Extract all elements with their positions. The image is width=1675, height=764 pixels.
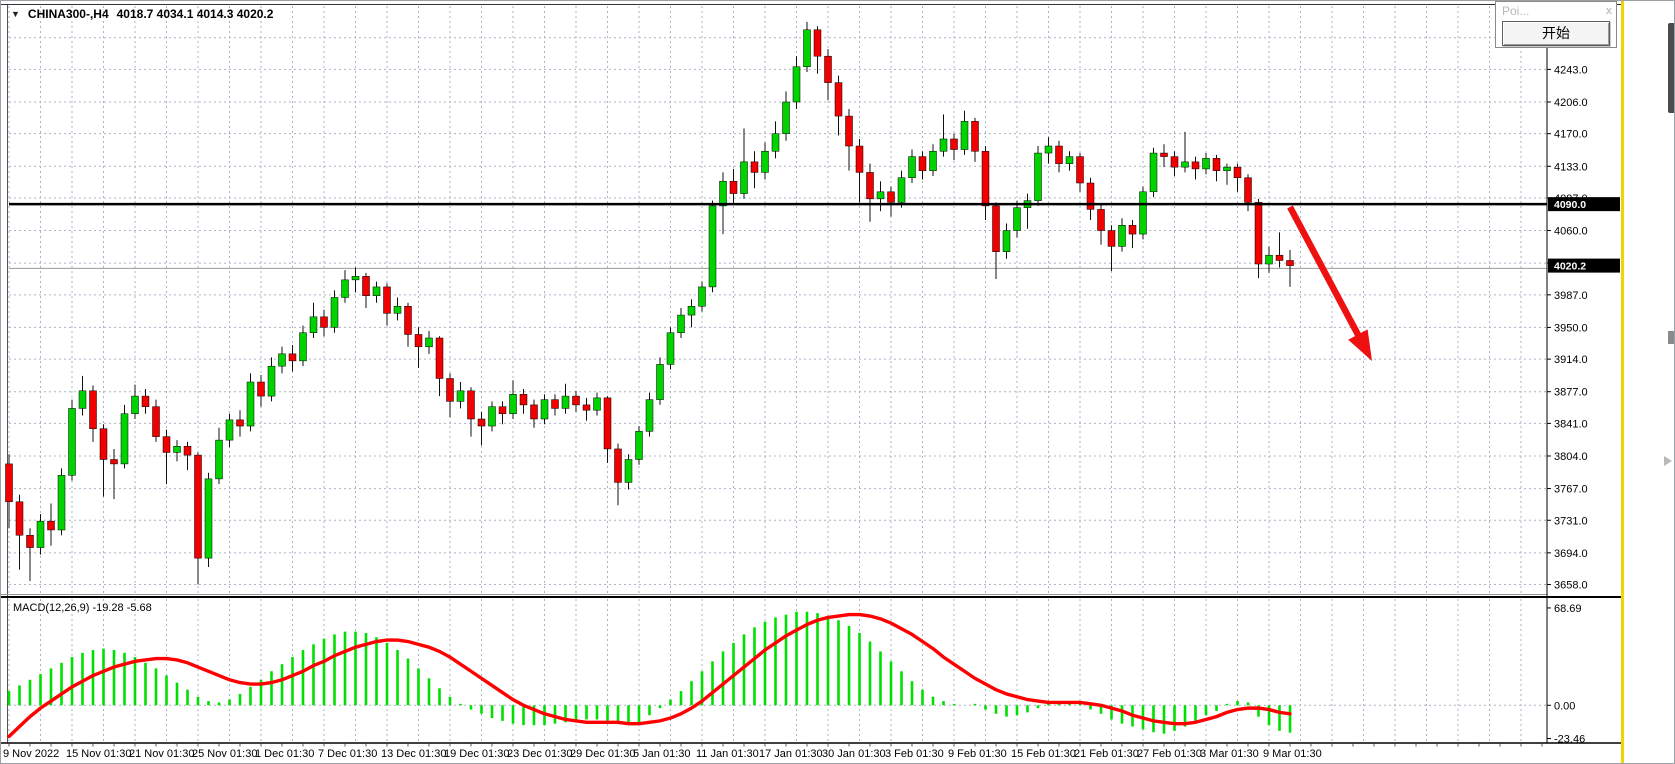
right-gutter xyxy=(1624,1,1674,763)
date-label: 15 Feb 01:30 xyxy=(1011,748,1076,760)
date-label: 23 Dec 01:30 xyxy=(507,748,572,760)
close-icon[interactable]: x xyxy=(1605,5,1612,17)
svg-text:4243.0: 4243.0 xyxy=(1554,64,1588,76)
date-label: 19 Dec 01:30 xyxy=(444,748,509,760)
date-label: 9 Nov 2022 xyxy=(3,748,59,760)
svg-text:4020.2: 4020.2 xyxy=(1554,261,1586,273)
macd-histogram xyxy=(7,611,1292,734)
macd-label: MACD(12,26,9) -19.28 -5.68 xyxy=(13,602,152,614)
date-label: 9 Feb 01:30 xyxy=(948,748,1007,760)
date-label: 9 Mar 01:30 xyxy=(1263,748,1322,760)
svg-text:3950.0: 3950.0 xyxy=(1554,322,1588,334)
side-panel-tick xyxy=(1668,331,1674,344)
trend-arrow-shaft[interactable] xyxy=(1287,205,1364,342)
macd-signal-line xyxy=(7,612,1292,739)
date-label: 21 Nov 01:30 xyxy=(129,748,194,760)
date-label: 25 Nov 01:30 xyxy=(192,748,257,760)
svg-text:4090.0: 4090.0 xyxy=(1554,199,1586,211)
svg-text:3877.0: 3877.0 xyxy=(1554,387,1588,399)
svg-text:4060.0: 4060.0 xyxy=(1554,226,1588,238)
svg-text:3987.0: 3987.0 xyxy=(1554,290,1588,302)
svg-text:3731.0: 3731.0 xyxy=(1554,515,1588,527)
date-label: 27 Feb 01:30 xyxy=(1137,748,1202,760)
date-label: 11 Jan 01:30 xyxy=(696,748,759,760)
date-label: 7 Dec 01:30 xyxy=(318,748,377,760)
price-marker-4090 xyxy=(1548,197,1620,212)
symbol-dropdown-icon[interactable]: ▼ xyxy=(11,9,20,19)
svg-text:68.69: 68.69 xyxy=(1554,603,1582,615)
chart-edge-highlight xyxy=(1621,1,1624,763)
date-label: 5 Jan 01:30 xyxy=(633,748,691,760)
price-marker-current xyxy=(1548,258,1620,273)
date-label: 21 Feb 01:30 xyxy=(1074,748,1139,760)
date-label: 15 Nov 01:30 xyxy=(66,748,131,760)
trend-arrow-head[interactable] xyxy=(1348,329,1372,361)
date-label: 30 Jan 01:30 xyxy=(822,748,886,760)
date-label: 3 Mar 01:30 xyxy=(1200,748,1259,760)
quote-ohlc: 4018.7 4034.1 4014.3 4020.2 xyxy=(116,7,274,21)
popup-title-bar: Poi... x xyxy=(1496,2,1616,19)
svg-text:0.00: 0.00 xyxy=(1554,700,1575,712)
date-label: 3 Feb 01:30 xyxy=(885,748,944,760)
date-label: 13 Dec 01:30 xyxy=(381,748,446,760)
svg-text:4206.0: 4206.0 xyxy=(1554,97,1588,109)
side-panel-edge xyxy=(1668,23,1674,113)
symbol-header: ▼ CHINA300-,H4 4018.7 4034.1 4014.3 4020… xyxy=(11,7,273,21)
candles-layer xyxy=(5,21,1294,585)
svg-text:-23.46: -23.46 xyxy=(1554,734,1585,746)
mouse-cursor-icon xyxy=(1664,456,1672,466)
svg-text:3767.0: 3767.0 xyxy=(1554,484,1588,496)
start-button[interactable]: 开始 xyxy=(1502,21,1610,46)
pointer-popup: Poi... x 开始 xyxy=(1495,1,1617,48)
svg-text:4170.0: 4170.0 xyxy=(1554,129,1588,141)
svg-text:3658.0: 3658.0 xyxy=(1554,580,1588,592)
svg-text:3841.0: 3841.0 xyxy=(1554,418,1588,430)
svg-text:3914.0: 3914.0 xyxy=(1554,354,1588,366)
svg-text:3694.0: 3694.0 xyxy=(1554,548,1588,560)
date-label: 1 Dec 01:30 xyxy=(255,748,314,760)
svg-text:4133.0: 4133.0 xyxy=(1554,161,1588,173)
symbol-period-label: CHINA300-,H4 xyxy=(27,7,109,21)
svg-text:3804.0: 3804.0 xyxy=(1554,451,1588,463)
date-label: 17 Jan 01:30 xyxy=(759,748,823,760)
popup-title: Poi... xyxy=(1502,4,1530,18)
date-label: 29 Dec 01:30 xyxy=(570,748,635,760)
